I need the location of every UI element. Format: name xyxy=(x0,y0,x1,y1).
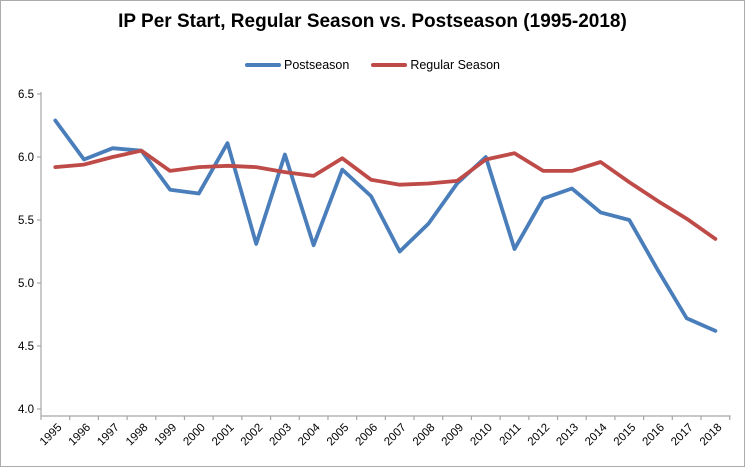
x-tick-label: 1996 xyxy=(67,422,94,449)
y-tick-label: 5.0 xyxy=(18,278,34,290)
x-tick-label: 2013 xyxy=(554,422,581,449)
legend-item-regular-season: Regular Season xyxy=(371,58,500,72)
legend: Postseason Regular Season xyxy=(1,58,744,72)
x-tick-label: 2010 xyxy=(468,422,495,449)
series-line-postseason xyxy=(53,118,718,333)
x-tick-label: 2016 xyxy=(640,422,667,449)
x-tick-label: 2012 xyxy=(526,422,553,449)
x-tick-label: 2006 xyxy=(354,422,381,449)
legend-label-regular-season: Regular Season xyxy=(410,58,500,72)
x-tick-label: 2001 xyxy=(210,422,237,449)
y-tick-label: 6.0 xyxy=(18,152,34,164)
regular-season-line-swatch xyxy=(371,63,408,67)
x-tick-label: 2011 xyxy=(498,422,524,448)
series-line-regular-season xyxy=(53,148,718,241)
x-tick-label: 2014 xyxy=(583,421,610,448)
postseason-line-swatch xyxy=(245,63,281,67)
legend-item-postseason: Postseason xyxy=(245,58,349,72)
y-tick-label: 4.0 xyxy=(18,404,34,416)
x-tick-label: 2005 xyxy=(325,422,352,449)
x-tick-label: 2003 xyxy=(267,422,294,449)
y-tick-label: 4.5 xyxy=(18,341,34,353)
x-tick-label: 2004 xyxy=(296,421,323,448)
x-tick-label: 2015 xyxy=(612,422,639,449)
x-tick-label: 1999 xyxy=(153,422,180,449)
x-tick-label: 1995 xyxy=(38,422,65,449)
x-tick-label: 2009 xyxy=(440,422,467,449)
x-tick-label: 2008 xyxy=(411,422,438,449)
x-tick-label: 1997 xyxy=(95,422,122,449)
x-tick-label: 2007 xyxy=(382,422,409,449)
legend-label-postseason: Postseason xyxy=(284,58,350,72)
x-tick-label: 2017 xyxy=(669,422,696,449)
chart-title: IP Per Start, Regular Season vs. Postsea… xyxy=(118,11,627,32)
x-tick-label: 1998 xyxy=(124,422,151,449)
y-tick-label: 5.5 xyxy=(18,215,34,227)
x-tick-label: 2018 xyxy=(698,422,725,449)
x-tick-label: 2002 xyxy=(239,422,266,449)
y-tick-label: 6.5 xyxy=(18,89,34,101)
x-tick-label: 2000 xyxy=(181,422,208,449)
